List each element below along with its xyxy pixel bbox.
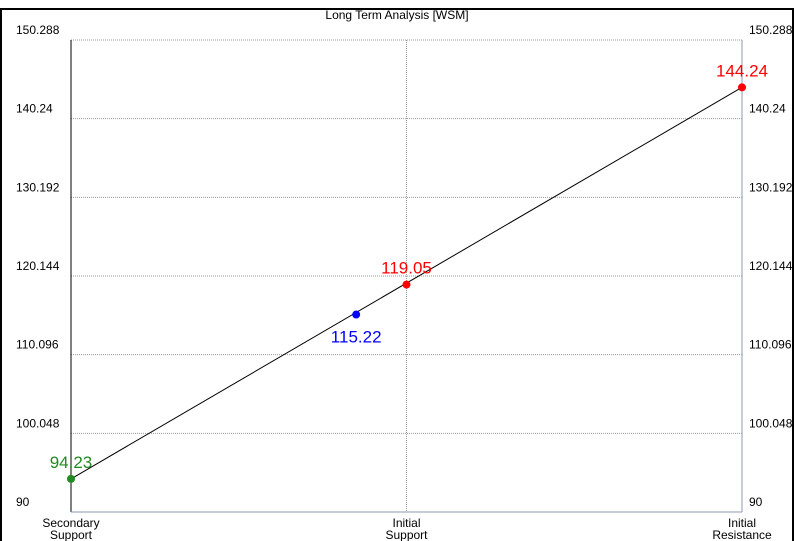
data-labels: 94.23 115.22 119.05 144.24: [50, 61, 768, 472]
data-points: [67, 83, 746, 483]
y-tick-label-left-2: 110.096: [16, 338, 59, 352]
y-tick-label-right-4: 130.192: [749, 180, 793, 194]
data-point-0: [67, 474, 75, 483]
axes: [70, 40, 743, 513]
data-point-2: [402, 280, 411, 289]
x-tick-label-0-line2: Support: [50, 528, 93, 541]
data-label-0: 94.23: [50, 453, 93, 472]
y-tick-label-right-3: 120.144: [749, 259, 793, 273]
data-label-2: 119.05: [381, 259, 432, 278]
y-tick-label-right-0: 90: [749, 495, 763, 509]
x-tick-label-2-line2: Resistance: [712, 528, 772, 541]
outer-frame: [0, 8, 794, 541]
data-label-1: 115.22: [331, 328, 382, 347]
x-tick-label-1-line2: Support: [385, 528, 428, 541]
y-tick-labels-left: 90 100.048 110.096 120.144 130.192 140.24 150.…: [16, 23, 60, 509]
data-point-3: [738, 83, 746, 92]
x-tick-label-1-line1: Initial: [392, 516, 420, 530]
y-tick-label-left-5: 140.24: [16, 102, 53, 116]
y-tick-label-left-0: 90: [16, 495, 30, 509]
data-label-3: 144.24: [716, 61, 768, 80]
y-tick-label-left-4: 130.192: [16, 180, 60, 194]
y-tick-label-left-1: 100.048: [16, 416, 60, 430]
x-tick-label-0-line1: Secondary: [42, 516, 99, 530]
y-tick-label-right-5: 140.24: [749, 102, 786, 116]
chart-frame: [0, 8, 794, 541]
y-tick-label-right-1: 100.048: [749, 416, 793, 430]
y-tick-labels-right: 90 100.048 110.096 120.144 130.192 140.24 150.…: [749, 23, 793, 509]
x-tick-label-2-line1: Initial: [728, 516, 756, 530]
y-tick-label-right-2: 110.096: [749, 338, 792, 352]
y-tick-label-right-6: 150.288: [749, 23, 793, 37]
y-tick-label-left-3: 120.144: [16, 259, 60, 273]
gridlines: [71, 39, 742, 512]
x-tick-labels: SecondarySupportInitialSupportInitialRes…: [42, 516, 772, 541]
chart-title: Long Term Analysis [WSM]: [325, 8, 468, 22]
y-tick-label-left-6: 150.288: [16, 23, 60, 37]
data-point-1: [352, 310, 361, 319]
